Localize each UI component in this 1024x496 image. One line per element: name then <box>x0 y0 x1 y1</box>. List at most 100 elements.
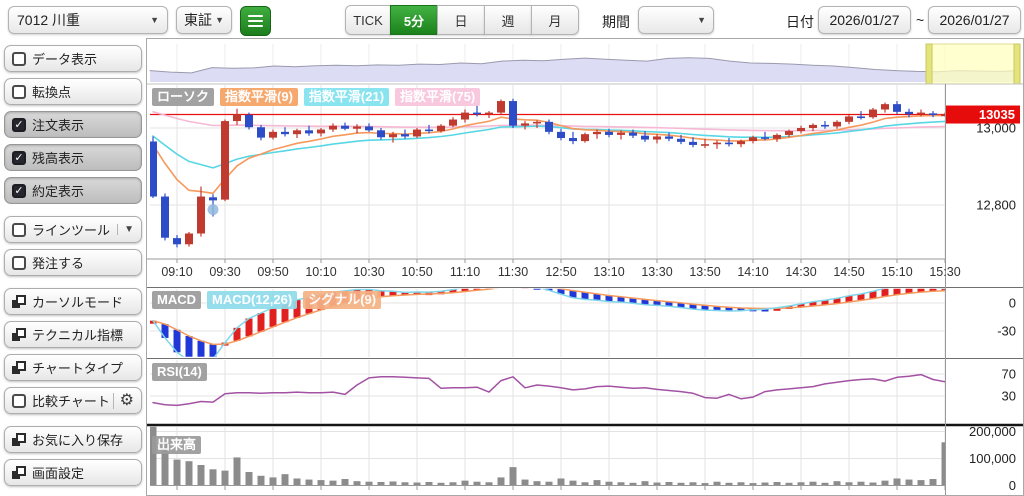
svg-text:100,000: 100,000 <box>969 451 1016 466</box>
period-label: 期間 <box>602 14 630 30</box>
overlap-windows-icon <box>12 433 26 446</box>
date-label: 日付 <box>786 14 814 30</box>
navigator-right-handle[interactable] <box>1013 43 1021 85</box>
interval-button-group: TICK 5分日週月 <box>345 5 579 35</box>
checkbox-icon[interactable] <box>12 84 26 99</box>
sidebar-item-4[interactable]: ✓ 約定表示 <box>4 177 142 204</box>
svg-text:14:50: 14:50 <box>833 265 864 279</box>
sidebar-item-3[interactable]: ✓ 残高表示 <box>4 144 142 171</box>
legend-badge: ローソク <box>152 88 215 106</box>
checkbox-icon[interactable] <box>12 51 26 66</box>
svg-text:12,800: 12,800 <box>976 198 1016 213</box>
sidebar-item-label: ラインツール <box>32 223 111 238</box>
svg-text:0: 0 <box>1009 296 1016 311</box>
current-price-badge <box>946 105 1020 124</box>
sidebar-item-label: チャートタイプ <box>32 361 123 376</box>
sidebar-item-2[interactable]: ✓ 注文表示 <box>4 111 142 138</box>
legend-badge: 指数平滑(21) <box>303 88 390 106</box>
svg-text:09:30: 09:30 <box>209 265 240 279</box>
navigator-left-handle[interactable] <box>925 43 933 85</box>
checkbox-icon[interactable]: ✓ <box>12 117 26 132</box>
chevron-down-icon: ▼ <box>215 15 224 25</box>
checkbox-icon[interactable]: ✓ <box>12 183 26 198</box>
svg-text:11:10: 11:10 <box>450 265 480 279</box>
checkbox-icon[interactable] <box>12 255 26 270</box>
sidebar-item-label: 転換点 <box>32 85 72 100</box>
legend-badge: MACD(12,26) <box>207 291 298 309</box>
overlap-windows-icon <box>12 328 26 341</box>
sidebar-item-label: 約定表示 <box>32 184 85 199</box>
overlap-windows-icon <box>12 295 26 308</box>
sidebar-item-label: カーソルモード <box>32 295 124 310</box>
sidebar-item-12[interactable]: 画面設定 <box>4 459 142 486</box>
svg-text:14:30: 14:30 <box>785 265 816 279</box>
svg-text:14:10: 14:10 <box>737 265 768 279</box>
sidebar-item-label: データ表示 <box>32 52 98 67</box>
watchlist-button[interactable] <box>240 6 271 36</box>
sidebar-item-7[interactable]: カーソルモード <box>4 288 142 315</box>
date-to-input[interactable]: 2026/01/27 <box>928 6 1021 34</box>
sidebar-item-5[interactable]: ラインツール ▼ <box>4 216 142 243</box>
legend-badge: 指数平滑(75) <box>395 88 481 106</box>
volume-legend: 出来高 <box>152 436 202 454</box>
main-chart-legend: ローソク 指数平滑(9) 指数平滑(21) 指数平滑(75) <box>152 88 481 106</box>
svg-text:10:30: 10:30 <box>353 265 384 279</box>
exchange-selector-dropdown[interactable]: 東証 ▼ <box>176 6 232 34</box>
interval-button-週[interactable]: 週 <box>484 5 532 35</box>
sidebar-item-label: お気に入り保存 <box>32 433 124 448</box>
sidebar-item-label: 画面設定 <box>32 466 85 481</box>
svg-text:15:10: 15:10 <box>881 265 912 279</box>
chart-canvas[interactable]: 09:10 09:30 09:50 10:10 10:30 10:50 11:10 11:30… <box>146 38 1024 496</box>
sidebar-item-10[interactable]: 比較チャート ⚙ <box>4 387 142 414</box>
navigator-selection[interactable] <box>925 43 1021 85</box>
checkbox-icon[interactable]: ✓ <box>12 150 26 165</box>
svg-text:13:30: 13:30 <box>641 265 672 279</box>
svg-text:200,000: 200,000 <box>969 424 1016 439</box>
sidebar-item-8[interactable]: テクニカル指標 <box>4 321 142 348</box>
interval-button-日[interactable]: 日 <box>437 5 485 35</box>
sidebar-item-label: テクニカル指標 <box>32 328 124 343</box>
date-range-tilde: ~ <box>916 12 925 28</box>
sidebar-item-1[interactable]: 転換点 <box>4 78 142 105</box>
svg-text:15:30: 15:30 <box>929 265 960 279</box>
rsi-legend: RSI(14) <box>152 363 207 381</box>
macd-legend: MACD MACD(12,26) シグナル(9) <box>152 291 382 309</box>
stock-selector-dropdown[interactable]: 7012 川重 ▼ <box>8 6 168 34</box>
svg-text:0: 0 <box>1009 478 1016 493</box>
svg-text:12:50: 12:50 <box>545 265 576 279</box>
chevron-down-icon[interactable]: ▼ <box>117 224 134 235</box>
interval-button-月[interactable]: 月 <box>531 5 579 35</box>
legend-badge: 指数平滑(9) <box>220 88 298 106</box>
svg-text:13:50: 13:50 <box>689 265 720 279</box>
legend-badge: 出来高 <box>152 436 202 454</box>
checkbox-icon[interactable] <box>12 222 26 237</box>
svg-text:09:10: 09:10 <box>161 265 192 279</box>
svg-text:-30: -30 <box>997 323 1016 338</box>
overlap-windows-icon <box>12 466 26 479</box>
sidebar-item-6[interactable]: 発注する <box>4 249 142 276</box>
interval-button-5分[interactable]: 5分 <box>390 5 438 35</box>
list-icon <box>248 15 263 27</box>
stock-selector-value: 7012 川重 <box>17 12 81 28</box>
interval-button-TICK[interactable]: TICK <box>345 5 391 35</box>
sidebar-item-label: 残高表示 <box>32 151 85 166</box>
exchange-selector-value: 東証 <box>184 12 212 28</box>
svg-text:10:10: 10:10 <box>305 265 336 279</box>
chevron-down-icon: ▼ <box>697 15 706 25</box>
sidebar-item-11[interactable]: お気に入り保存 <box>4 426 142 453</box>
period-dropdown[interactable]: ▼ <box>638 6 714 34</box>
sidebar-item-9[interactable]: チャートタイプ <box>4 354 142 381</box>
svg-text:13:10: 13:10 <box>593 265 624 279</box>
sidebar-item-label: 比較チャート <box>32 394 110 409</box>
svg-text:11:30: 11:30 <box>498 265 528 279</box>
legend-badge: MACD <box>152 291 201 309</box>
chevron-down-icon: ▼ <box>150 15 159 25</box>
gear-icon[interactable]: ⚙ <box>112 392 134 409</box>
date-from-input[interactable]: 2026/01/27 <box>818 6 911 34</box>
checkbox-icon[interactable] <box>12 393 26 408</box>
sidebar-item-label: 注文表示 <box>32 118 85 133</box>
svg-text:13,000: 13,000 <box>976 121 1016 136</box>
legend-badge: シグナル(9) <box>303 291 382 309</box>
sidebar: データ表示転換点 ✓ 注文表示 ✓ 残高表示 ✓ 約定表示ラインツール ▼ 発注するカーソルモー… <box>0 40 146 492</box>
sidebar-item-0[interactable]: データ表示 <box>4 45 142 72</box>
